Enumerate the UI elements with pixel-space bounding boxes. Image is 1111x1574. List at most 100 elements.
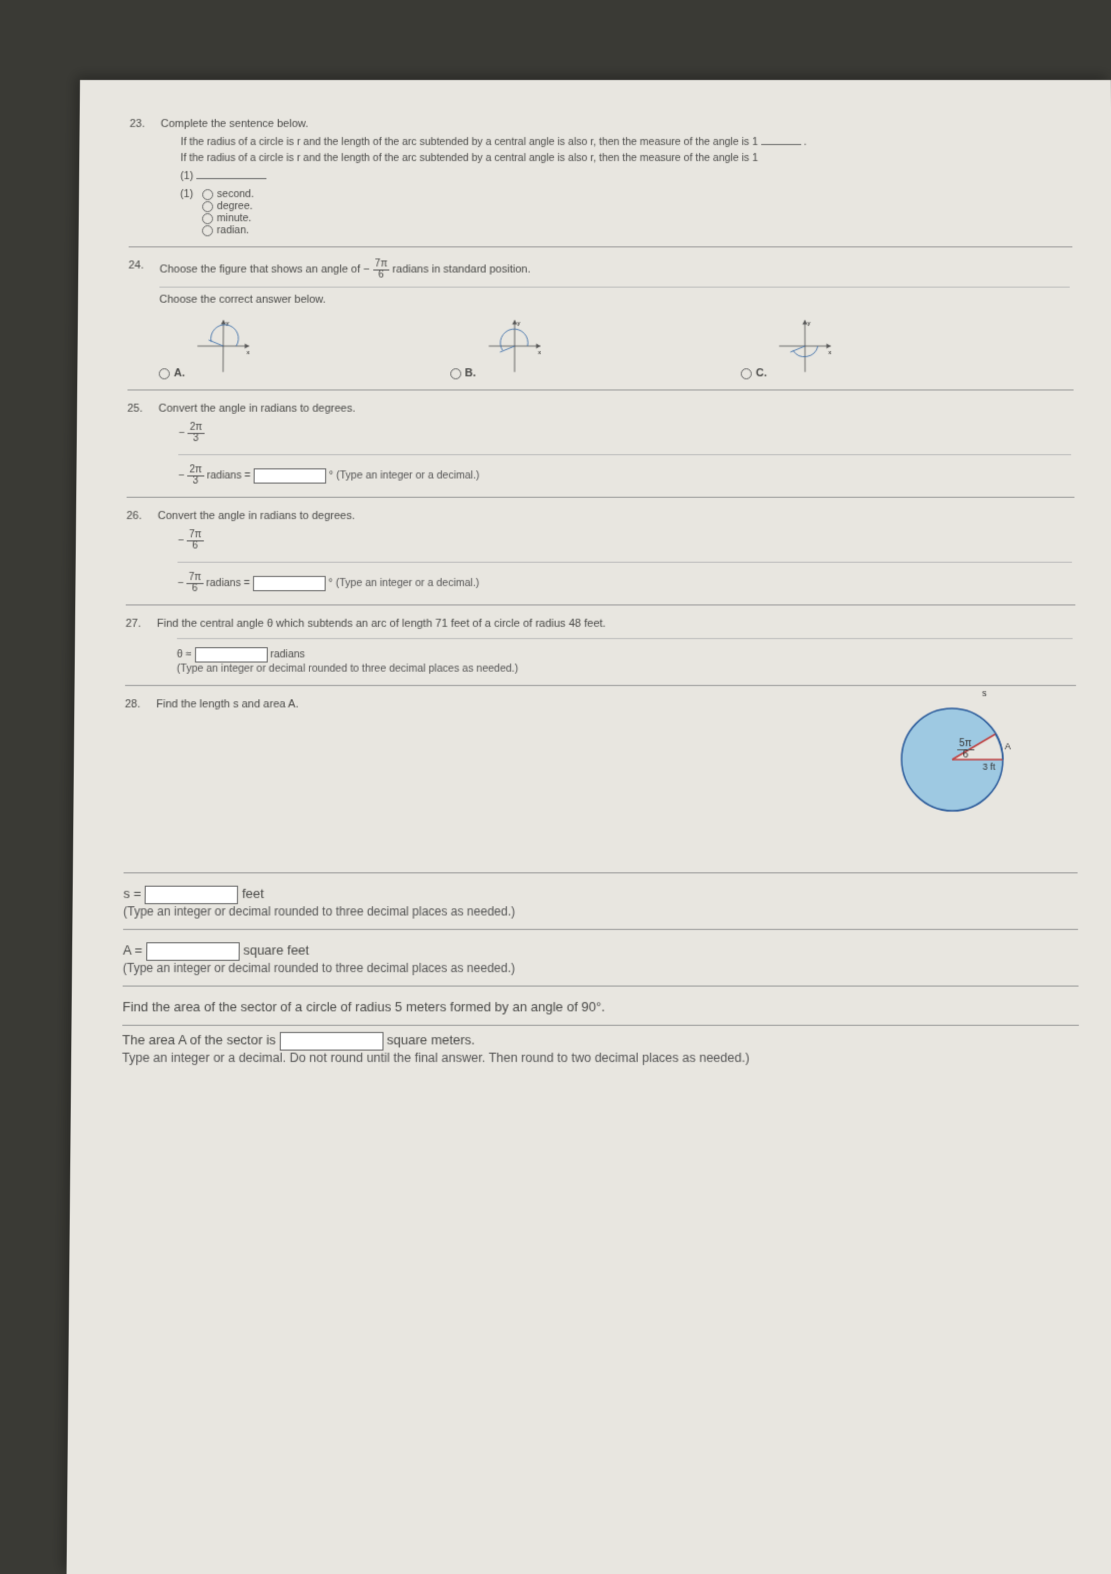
q25-number: 25. — [127, 403, 155, 415]
q25-prompt: Convert the angle in radians to degrees. — [159, 403, 356, 415]
q29-answer: The area A of the sector is square meter… — [122, 1032, 1079, 1065]
q26-body: Convert the angle in radians to degrees.… — [157, 510, 1072, 594]
q26-deg: ° — [328, 577, 332, 589]
q24-b-label: B. — [465, 367, 476, 379]
q29-hint: Type an integer or a decimal. Do not rou… — [122, 1051, 1079, 1065]
q28-s-label: s — [982, 688, 987, 698]
q25-minus1: − — [178, 427, 184, 439]
q24substitute-choice-b[interactable]: B. x y — [450, 312, 699, 380]
q24-number: 24. — [128, 259, 156, 271]
q24-body: Choose the figure that shows an angle of… — [159, 259, 1071, 379]
radio-icon — [202, 225, 213, 236]
q24-choice-a[interactable]: A. x y — [159, 312, 409, 380]
q28-body: Find the length s and area A. s 5π6 A 3 … — [155, 698, 1074, 821]
q26-minus2: − — [177, 577, 183, 589]
q28-r-label: 3 ft — [983, 762, 996, 772]
q28-s-input[interactable] — [145, 886, 238, 905]
q24-prompt-a: Choose the figure that shows an angle of… — [160, 264, 370, 276]
q25-body: Convert the angle in radians to degrees.… — [158, 403, 1071, 487]
q23-blank1[interactable] — [761, 134, 801, 145]
q28-s-unit: feet — [242, 886, 264, 901]
q28-a-input[interactable] — [146, 942, 240, 961]
q23-line1-text: If the radius of a circle is r and the l… — [181, 136, 758, 148]
q24-sub: Choose the correct answer below. — [159, 287, 1070, 306]
q23-option-second[interactable]: second. — [202, 188, 254, 200]
question-23: 23. Complete the sentence below. If the … — [129, 110, 1073, 247]
q26-minus1: − — [178, 535, 184, 547]
q23-blank-label: (1) — [180, 170, 193, 182]
q23-opt2: minute. — [217, 212, 252, 224]
question-26: 26. Convert the angle in radians to degr… — [126, 502, 1076, 606]
radio-icon — [741, 368, 752, 379]
q29-prompt: Find the area of the sector of a circle … — [122, 999, 1078, 1014]
q27-prompt: Find the central angle θ which subtends … — [157, 618, 606, 630]
q27-body: Find the central angle θ which subtends … — [157, 618, 1073, 675]
svg-text:x: x — [537, 350, 540, 356]
q25-answer-row: − 2π 3 radians = ° (Type an integer or a… — [178, 454, 1071, 486]
q27-theta: θ ≈ — [177, 649, 195, 661]
q24-fraction: 7π 6 — [373, 259, 390, 280]
radio-icon — [450, 368, 461, 379]
worksheet-paper: 23. Complete the sentence below. If the … — [67, 80, 1111, 1574]
q27-answer-row: θ ≈ radians (Type an integer or decimal … — [177, 638, 1073, 675]
q25-hint: (Type an integer or a decimal.) — [336, 470, 479, 482]
q23-line1: If the radius of a circle is r and the l… — [181, 134, 1069, 148]
q24-axes-b: x y — [479, 316, 549, 377]
q27-number: 27. — [126, 618, 154, 630]
q23-option-degree[interactable]: degree. — [202, 200, 254, 212]
q24-choice-c[interactable]: C. x y — [741, 312, 991, 380]
q26-frac2: 7π 6 — [186, 573, 203, 594]
q29-input[interactable] — [279, 1032, 383, 1051]
q25-radians-eq: radians = — [207, 470, 254, 482]
q28-prompt: Find the length s and area A. — [156, 698, 298, 710]
svg-text:x: x — [828, 350, 831, 356]
q28-a-row: A = square feet (Type an integer or deci… — [123, 934, 1079, 987]
q23-line1-end: . — [804, 136, 807, 148]
question-28: 28. Find the length s and area A. s 5π6 … — [124, 690, 1078, 873]
radio-icon — [202, 213, 213, 224]
q28-circle-diagram: s 5π6 A 3 ft — [891, 698, 1013, 821]
q26-number: 26. — [126, 510, 154, 522]
q28-s-row: s = feet (Type an integer or decimal rou… — [123, 877, 1078, 929]
q27-hint: (Type an integer or decimal rounded to t… — [177, 663, 1073, 675]
q23-options: (1) second. degree. minute. radian. — [180, 188, 1069, 236]
axis-x-label: x — [247, 350, 250, 356]
q28-number: 28. — [125, 698, 153, 710]
q24-frac-bot: 6 — [373, 271, 390, 281]
q23-blank2[interactable] — [196, 168, 266, 179]
q28-a-unit: square feet — [243, 943, 309, 958]
question-24: 24. Choose the figure that shows an angl… — [127, 251, 1073, 390]
q24-choices: A. x y B. — [159, 312, 1071, 380]
q25-frac1: 2π 3 — [188, 423, 205, 444]
radio-icon — [202, 189, 213, 200]
q26-radians-eq: radians = — [206, 577, 253, 589]
q23-option-radian[interactable]: radian. — [202, 224, 254, 236]
q27-input[interactable] — [194, 647, 267, 662]
q28-a-eq: A = — [123, 943, 146, 958]
q24-axes-c: x y — [770, 316, 841, 377]
q26-hint: (Type an integer or a decimal.) — [336, 577, 480, 589]
q24-a-label: A. — [174, 367, 185, 379]
svg-text:y: y — [807, 320, 810, 326]
question-27: 27. Find the central angle θ which subte… — [125, 610, 1076, 686]
q28-s-hint: (Type an integer or decimal rounded to t… — [123, 904, 1078, 918]
q29-ans-a: The area A of the sector is — [122, 1032, 279, 1047]
q28-a-eq-row: A = square feet — [123, 942, 1078, 961]
q23-body: Complete the sentence below. If the radi… — [160, 118, 1069, 236]
q27-unit: radians — [270, 649, 305, 661]
q26-frac1: 7π 6 — [187, 530, 204, 551]
q23-option-minute[interactable]: minute. — [202, 212, 254, 224]
q26-answer-row: − 7π 6 radians = ° (Type an integer or a… — [177, 562, 1072, 595]
q25-frac2: 2π 3 — [187, 465, 204, 486]
q24-prompt-b: radians in standard position. — [392, 264, 530, 276]
question-25: 25. Convert the angle in radians to degr… — [127, 395, 1075, 498]
q26-input[interactable] — [253, 576, 326, 591]
q25-expr: − 2π 3 — [178, 423, 1071, 444]
radio-icon — [159, 368, 170, 379]
q26-expr: − 7π 6 — [178, 530, 1072, 551]
q25-minus2: − — [178, 470, 184, 482]
q25-input[interactable] — [254, 468, 327, 483]
q23-number: 23. — [130, 118, 158, 130]
q23-opt0: second. — [217, 188, 254, 200]
svg-text:y: y — [517, 320, 520, 326]
